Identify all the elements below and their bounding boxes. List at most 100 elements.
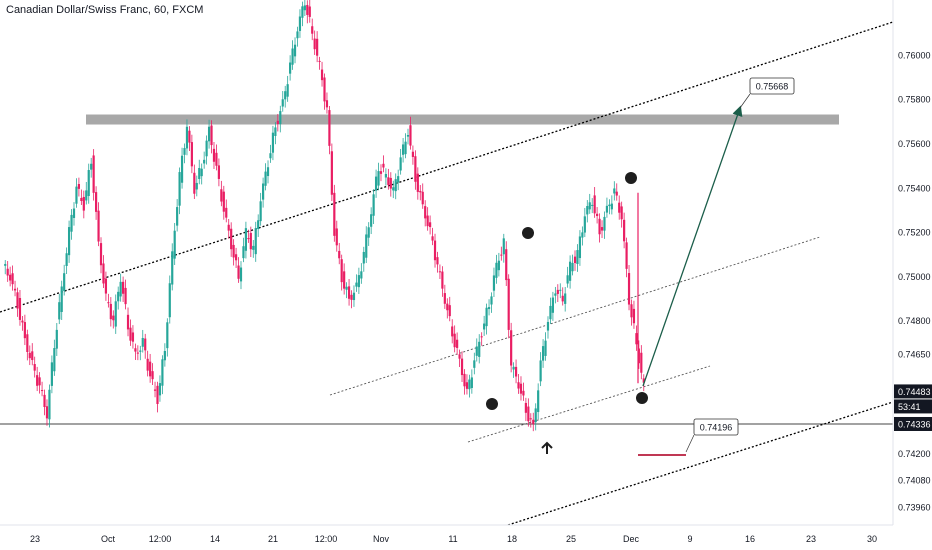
candle-body bbox=[529, 418, 532, 420]
candle-body bbox=[456, 339, 459, 348]
candle-body bbox=[87, 170, 90, 197]
candle-body bbox=[512, 366, 515, 370]
candle-body bbox=[505, 249, 508, 281]
candle-body bbox=[406, 134, 410, 137]
candle-body bbox=[107, 302, 110, 304]
candle-body bbox=[338, 250, 341, 259]
candle-body bbox=[104, 278, 108, 294]
candle-body bbox=[18, 297, 22, 320]
time-axis[interactable]: 23 Oct 12:00 14 21 12:00 Nov 11 18 25 Dec 9 16 23 30 bbox=[0, 524, 932, 550]
candle-body bbox=[117, 291, 120, 302]
candle-body bbox=[527, 406, 530, 422]
candle-body bbox=[225, 207, 228, 218]
candle-body bbox=[279, 111, 282, 125]
candle-body bbox=[458, 354, 461, 359]
candle-body bbox=[539, 360, 542, 382]
candle-body bbox=[465, 382, 469, 389]
candle-body bbox=[549, 305, 552, 320]
candle-body bbox=[571, 262, 574, 272]
candle-body bbox=[556, 289, 559, 294]
candle-body bbox=[372, 194, 375, 216]
channel-upper-line bbox=[329, 236, 821, 396]
candle-body bbox=[382, 163, 385, 168]
candle-body bbox=[178, 172, 181, 206]
candle-body bbox=[109, 303, 112, 320]
candle-body bbox=[414, 156, 417, 182]
candle-body bbox=[262, 183, 265, 200]
candle-body bbox=[21, 320, 24, 323]
candle-body bbox=[153, 389, 157, 391]
candle-body bbox=[596, 213, 599, 217]
candle-body bbox=[593, 195, 596, 214]
candle-body bbox=[33, 364, 36, 371]
candle-body bbox=[31, 351, 34, 361]
candle-body bbox=[637, 348, 640, 364]
candle-body bbox=[384, 174, 387, 178]
price-badge-label: 0.74336 bbox=[898, 419, 931, 429]
candle-body bbox=[433, 240, 437, 261]
candle-body bbox=[397, 176, 400, 183]
candle-body bbox=[421, 191, 424, 205]
candle-body bbox=[485, 307, 488, 327]
candle-body bbox=[374, 176, 378, 191]
candle-body bbox=[328, 110, 331, 146]
candle-body bbox=[473, 360, 476, 368]
candle-body bbox=[367, 227, 370, 238]
candle-body bbox=[320, 69, 324, 81]
candle-body bbox=[80, 197, 83, 202]
candle-body bbox=[205, 140, 208, 157]
candle-body bbox=[144, 338, 147, 351]
candle-body bbox=[630, 304, 633, 318]
candle-body bbox=[514, 366, 518, 377]
candle-body bbox=[446, 303, 449, 311]
candle-body bbox=[146, 358, 149, 371]
price-axis-background bbox=[893, 0, 932, 550]
candle-body bbox=[168, 283, 171, 318]
candle-body bbox=[441, 271, 444, 289]
candle-body bbox=[566, 275, 569, 284]
candle-body bbox=[568, 261, 572, 281]
time-tick-label: 21 bbox=[268, 534, 278, 544]
price-badge bbox=[894, 416, 932, 431]
candle-body bbox=[340, 259, 343, 283]
candle-body bbox=[217, 165, 220, 179]
candle-body bbox=[586, 206, 589, 215]
candle-body bbox=[55, 329, 58, 349]
candle-body bbox=[274, 127, 277, 136]
candle-body bbox=[463, 373, 466, 387]
candle-body bbox=[230, 228, 233, 250]
price-callout-label: 0.75668 bbox=[756, 82, 789, 92]
candle-body bbox=[360, 271, 363, 279]
candle-body bbox=[252, 245, 255, 250]
candle-body bbox=[438, 271, 442, 273]
candle-body bbox=[487, 307, 491, 310]
price-callout-label: 0.74196 bbox=[700, 423, 733, 433]
candle-body bbox=[480, 336, 483, 338]
candle-body bbox=[156, 385, 159, 404]
candle-body bbox=[227, 224, 230, 231]
candle-body bbox=[266, 167, 270, 177]
candle-body bbox=[559, 289, 562, 291]
time-tick-label: 12:00 bbox=[149, 534, 172, 544]
candle-body bbox=[411, 151, 415, 157]
candle-body bbox=[212, 148, 216, 162]
time-tick-label: 25 bbox=[566, 534, 576, 544]
candle-body bbox=[185, 126, 189, 149]
price-axis[interactable]: 0.76000 0.75800 0.75600 0.75400 0.75200 0.750… bbox=[892, 0, 932, 550]
price-badge-label: 0.74483 bbox=[898, 387, 931, 397]
price-tick-label: 0.76000 bbox=[898, 50, 931, 60]
candle-body bbox=[600, 227, 604, 231]
price-tick-label: 0.74650 bbox=[898, 349, 931, 359]
candle-body bbox=[576, 250, 579, 264]
candle-body bbox=[67, 227, 71, 256]
candle-body bbox=[524, 402, 527, 413]
price-callout-box bbox=[749, 77, 795, 95]
candle-body bbox=[200, 168, 203, 177]
swing-point-marker bbox=[522, 227, 534, 239]
candle-body bbox=[394, 179, 397, 192]
candle-body bbox=[166, 322, 169, 349]
candle-body bbox=[618, 202, 621, 213]
candle-body bbox=[281, 99, 284, 107]
candle-body bbox=[134, 348, 137, 352]
